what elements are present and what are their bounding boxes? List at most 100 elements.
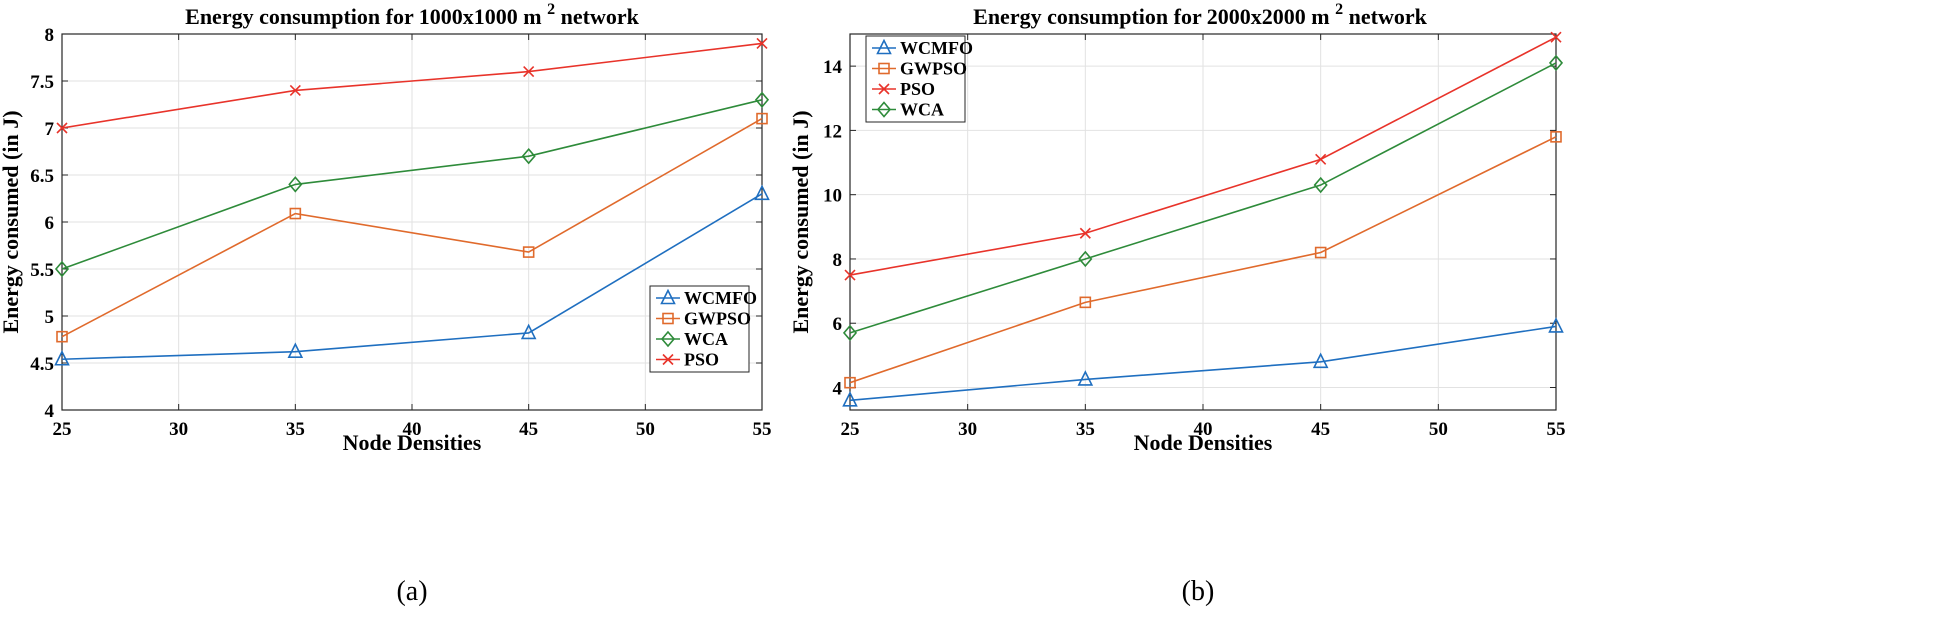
data-point-wcmfo — [1312, 352, 1329, 369]
x-tick-label: 30 — [958, 419, 977, 440]
legend-box — [865, 35, 966, 123]
y-tick-label: 8 — [45, 25, 55, 46]
legend-label: PSO — [900, 79, 935, 99]
legend-label: WCA — [900, 100, 944, 120]
data-point-wcmfo — [754, 184, 770, 201]
legend-marker — [878, 62, 890, 75]
legend-marker — [662, 353, 674, 366]
data-point-gwpso — [844, 376, 856, 389]
y-axis-label: Energy consumed (in J) — [0, 110, 23, 333]
x-tick-label: 55 — [753, 419, 772, 440]
x-tick-label: 55 — [1547, 419, 1566, 440]
legend-label: WCMFO — [684, 288, 757, 308]
data-point-wca — [288, 176, 303, 193]
y-tick-label: 7 — [45, 119, 55, 140]
x-tick-label: 45 — [1311, 419, 1330, 440]
x-tick-label: 45 — [519, 419, 538, 440]
x-tick-label: 35 — [286, 419, 305, 440]
data-point-wcmfo — [287, 342, 304, 359]
data-point-gwpso — [1550, 131, 1562, 143]
y-tick-label: 4 — [45, 401, 55, 422]
y-tick-label: 10 — [823, 186, 842, 207]
legend-box — [649, 285, 750, 373]
data-point-pso — [56, 122, 68, 134]
data-point-pso — [523, 66, 535, 78]
x-axis-label: Node Densities — [1134, 430, 1273, 455]
legend-label: GWPSO — [900, 59, 967, 79]
y-axis-label: Energy consumed (in J) — [788, 110, 813, 333]
data-point-pso — [844, 269, 856, 281]
legend-marker — [660, 288, 676, 305]
data-point-wcmfo — [842, 391, 858, 407]
data-point-pso — [1315, 153, 1327, 165]
data-point-pso — [1550, 31, 1562, 43]
legend-label: WCA — [684, 329, 728, 349]
series-line-gwpso — [61, 117, 763, 338]
y-tick-label: 4.5 — [30, 354, 54, 375]
series-line-wcmfo — [61, 193, 763, 361]
data-point-gwpso — [1314, 246, 1327, 259]
series-line-gwpso — [849, 136, 1557, 384]
x-tick-label: 25 — [841, 419, 860, 440]
data-point-wca — [1548, 54, 1564, 72]
x-tick-label: 25 — [53, 419, 72, 440]
series-line-wca — [849, 62, 1557, 334]
data-point-wca — [521, 147, 536, 165]
x-axis-label: Node Densities — [343, 430, 482, 455]
y-tick-label: 4 — [833, 379, 843, 400]
figure-caption: (a) — [396, 576, 427, 607]
legend-label: GWPSO — [684, 309, 751, 329]
x-tick-label: 35 — [1076, 419, 1095, 440]
legend-marker — [878, 83, 890, 95]
y-tick-label: 7.5 — [30, 72, 54, 93]
y-tick-label: 6.5 — [30, 166, 54, 187]
series-line-wca — [61, 99, 763, 270]
data-point-gwpso — [756, 112, 768, 125]
data-point-gwpso — [56, 330, 68, 343]
data-point-wca — [1313, 176, 1328, 194]
legend-label: PSO — [684, 350, 719, 370]
x-tick-label: 30 — [169, 419, 188, 440]
x-tick-label: 50 — [636, 419, 655, 440]
chart-panel-a: 25 30 35 40 45 50 55 4 4.5 5 5.5 6 6.5 7 7.5 8 Energy co… — [0, 1, 772, 607]
x-tick-label: 40 — [403, 419, 422, 440]
y-tick-label: 5 — [45, 307, 55, 328]
y-tick-label: 5.5 — [30, 260, 54, 281]
series-line-wcmfo — [849, 325, 1557, 402]
y-tick-label: 14 — [823, 57, 843, 78]
legend-label: WCMFO — [900, 38, 973, 58]
x-tick-label: 50 — [1429, 419, 1448, 440]
legend-marker — [662, 312, 674, 325]
series-line-pso — [61, 42, 763, 129]
data-point-wcmfo — [1548, 317, 1564, 333]
data-point-wcmfo — [1077, 370, 1094, 386]
data-point-pso — [1079, 227, 1091, 239]
legend-marker — [876, 101, 892, 118]
data-point-wca — [54, 260, 70, 278]
data-point-wca — [754, 91, 770, 109]
y-tick-label: 6 — [833, 314, 843, 335]
data-point-wcmfo — [54, 349, 70, 366]
y-tick-label: 12 — [823, 121, 842, 142]
figure-caption: (b) — [1182, 576, 1215, 607]
y-tick-label: 8 — [833, 250, 843, 271]
chart-title: Energy consumption for 1000x1000 m 2 net… — [185, 1, 639, 29]
data-point-gwpso — [522, 246, 535, 258]
series-line-pso — [849, 36, 1557, 276]
data-point-wcmfo — [520, 323, 537, 340]
x-tick-label: 40 — [1194, 419, 1213, 440]
legend-marker — [876, 38, 892, 55]
data-point-pso — [289, 84, 301, 96]
data-point-gwpso — [289, 207, 302, 220]
data-point-wca — [1078, 250, 1093, 268]
data-point-pso — [756, 37, 768, 49]
chart-title: Energy consumption for 2000x2000 m 2 net… — [973, 1, 1427, 29]
y-tick-label: 6 — [45, 213, 55, 234]
legend-marker — [660, 330, 676, 348]
chart-panel-b: 25 30 35 40 45 50 55 4 6 8 10 12 14 Energy consumptio… — [788, 1, 1566, 607]
data-point-gwpso — [1079, 296, 1092, 309]
data-point-wca — [842, 324, 858, 342]
